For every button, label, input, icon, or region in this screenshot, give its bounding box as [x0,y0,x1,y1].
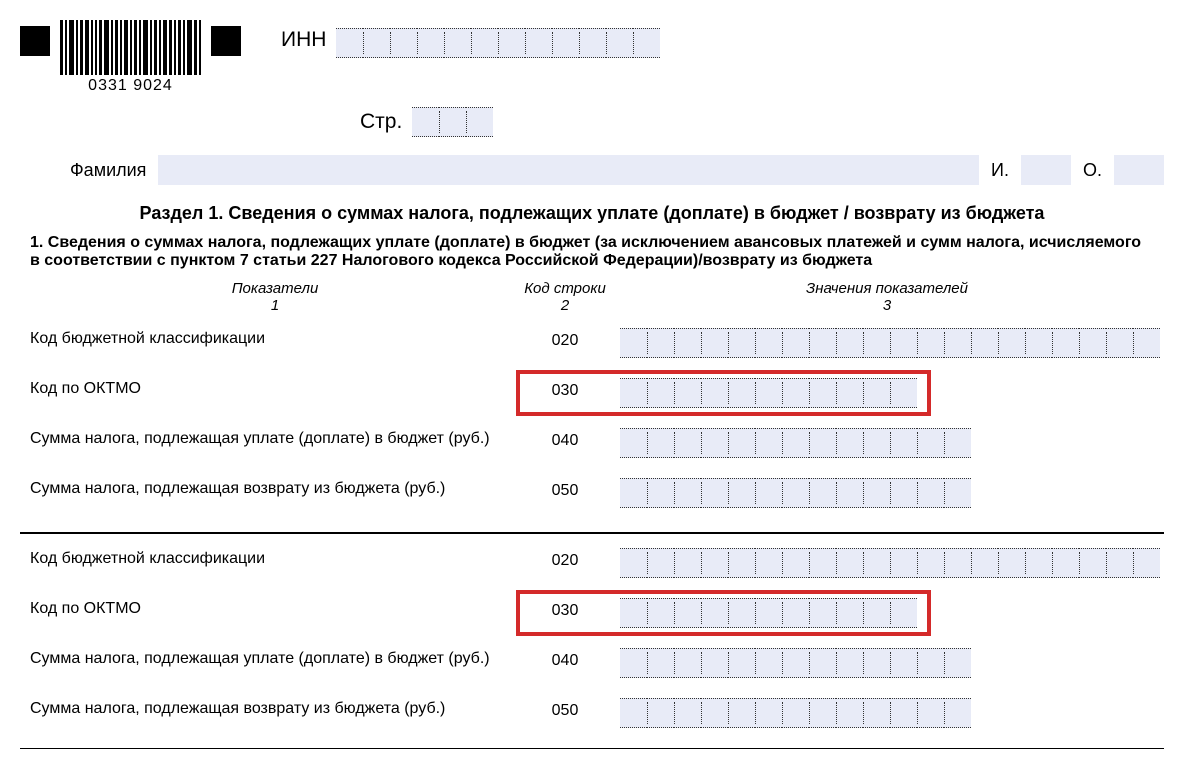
sub-title: 1. Сведения о суммах налога, подлежащих … [20,234,1164,270]
barcode-icon [60,20,201,75]
row-code: 030 [520,598,610,620]
table-row: Сумма налога, подлежащая возврату из бюд… [20,698,1164,734]
barcode-block: 0331 9024 [60,20,201,95]
initial-i-field[interactable] [1021,155,1071,185]
table-row: Сумма налога, подлежащая возврату из бюд… [20,478,1164,514]
marker-square-right [211,26,241,56]
name-row: Фамилия И. О. [70,155,1164,185]
surname-field[interactable] [158,155,979,185]
col2-title: Код строки [520,280,610,297]
row-code: 040 [520,428,610,450]
row-label: Сумма налога, подлежащая возврату из бюд… [20,478,520,498]
col1-num: 1 [30,297,520,314]
row-value[interactable] [610,478,1164,508]
section-title: Раздел 1. Сведения о суммах налога, подл… [20,203,1164,224]
barcode-number: 0331 9024 [88,77,173,95]
col3-title: Значения показателей [610,280,1164,297]
table-row: Код по ОКТМО030 [20,378,1164,414]
row-value[interactable] [610,648,1164,678]
row-value[interactable] [610,598,1164,628]
section-divider [20,532,1164,534]
row-label: Код по ОКТМО [20,598,520,618]
row-value[interactable] [610,698,1164,728]
marker-square-left [20,26,50,56]
row-label: Сумма налога, подлежащая уплате (доплате… [20,648,520,668]
table-row: Сумма налога, подлежащая уплате (доплате… [20,428,1164,464]
inn-label: ИНН [281,28,326,52]
table-row: Сумма налога, подлежащая уплате (доплате… [20,648,1164,684]
initial-o-label: О. [1083,160,1102,181]
page-label: Стр. [360,110,402,134]
row-label: Сумма налога, подлежащая уплате (доплате… [20,428,520,448]
row-code: 040 [520,648,610,670]
page-row: Стр. [360,107,1164,137]
initial-i-label: И. [991,160,1009,181]
table-row: Код бюджетной классификации020 [20,548,1164,584]
row-label: Код бюджетной классификации [20,328,520,348]
row-code: 050 [520,478,610,500]
col3-num: 3 [610,297,1164,314]
data-block-1: Код бюджетной классификации020 Код по ОКТ… [20,328,1164,514]
data-block-2: Код бюджетной классификации020 Код по ОКТ… [20,548,1164,734]
row-label: Код бюджетной классификации [20,548,520,568]
row-label: Код по ОКТМО [20,378,520,398]
column-headers: Показатели 1 Код строки 2 Значения показ… [20,280,1164,314]
surname-label: Фамилия [70,160,146,181]
row-code: 020 [520,548,610,570]
bottom-divider [20,748,1164,749]
page-field[interactable] [412,107,493,137]
table-row: Код бюджетной классификации020 [20,328,1164,364]
row-code: 030 [520,378,610,400]
header-row: 0331 9024 ИНН [20,20,1164,95]
row-value[interactable] [610,548,1164,578]
inn-field[interactable] [336,28,660,58]
col2-num: 2 [520,297,610,314]
col1-title: Показатели [30,280,520,297]
row-label: Сумма налога, подлежащая возврату из бюд… [20,698,520,718]
row-value[interactable] [610,428,1164,458]
row-code: 020 [520,328,610,350]
table-row: Код по ОКТМО030 [20,598,1164,634]
initial-o-field[interactable] [1114,155,1164,185]
row-code: 050 [520,698,610,720]
row-value[interactable] [610,378,1164,408]
row-value[interactable] [610,328,1164,358]
